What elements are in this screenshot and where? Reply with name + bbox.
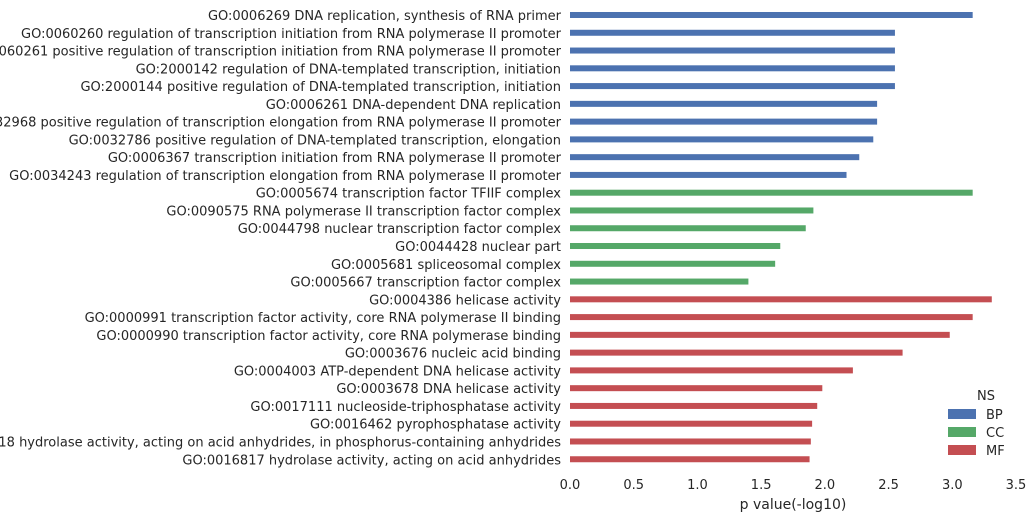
category-label: GO:0005681 spliceosomal complex: [331, 258, 561, 273]
x-tick-label: 2.0: [815, 478, 836, 493]
bar-mf: [570, 331, 950, 338]
category-label: GO:0005667 transcription factor complex: [290, 276, 561, 291]
bar-mf: [570, 420, 813, 427]
x-tick-label: 3.5: [1006, 478, 1027, 493]
bar-mf: [570, 367, 853, 374]
x-tick-label: 1.5: [751, 478, 772, 493]
x-axis-ticks: 0.0 0.5 1.0 1.5 2.0 2.5 3.0 3.5: [560, 478, 1027, 493]
bar-bp: [570, 118, 878, 125]
bar-mf: [570, 385, 823, 392]
category-label: GO:0060260 regulation of transcription i…: [21, 27, 562, 42]
category-label: GO:0032968 positive regulation of transc…: [0, 116, 562, 131]
category-label: GO:0016817 hydrolase activity, acting on…: [182, 453, 561, 468]
category-label: GO:0032786 positive regulation of DNA-te…: [69, 133, 561, 148]
bar-bp: [570, 83, 895, 90]
x-axis-title: p value(-log10): [740, 497, 847, 513]
bar-cc: [570, 225, 806, 232]
legend-swatch-mf: [948, 445, 976, 455]
category-label: GO:2000144 positive regulation of DNA-te…: [80, 80, 561, 95]
bar-cc: [570, 260, 776, 267]
category-label: GO:0004003 ATP-dependent DNA helicase ac…: [234, 364, 561, 379]
category-label: GO:0005674 transcription factor TFIIF co…: [256, 187, 562, 202]
legend: NS BP CC MF: [948, 389, 1005, 459]
category-label: GO:0000991 transcription factor activity…: [85, 311, 561, 326]
category-label: GO:2000142 regulation of DNA-templated t…: [136, 62, 561, 77]
category-label: GO:0000990 transcription factor activity…: [96, 329, 561, 344]
legend-label-cc: CC: [986, 426, 1004, 441]
bar-mf: [570, 456, 810, 463]
legend-title: NS: [977, 389, 995, 404]
bar-mf: [570, 438, 811, 445]
category-label: GO:0006269 DNA replication, synthesis of…: [208, 9, 562, 24]
category-label: GO:0044798 nuclear transcription factor …: [238, 222, 562, 237]
category-label: GO:0004386 helicase activity: [369, 293, 561, 308]
bar-bp: [570, 65, 895, 72]
category-label: GO:0044428 nuclear part: [395, 240, 561, 255]
bar-mf: [570, 349, 903, 356]
bar-cc: [570, 189, 973, 196]
category-label: GO:0003676 nucleic acid binding: [345, 347, 561, 362]
bar-cc: [570, 207, 814, 214]
category-label: GO:0006367 transcription initiation from…: [108, 151, 562, 166]
bar-mf: [570, 314, 973, 321]
x-tick-label: 0.5: [623, 478, 644, 493]
category-label: GO:0090575 RNA polymerase II transcripti…: [166, 204, 561, 219]
x-tick-label: 2.5: [878, 478, 899, 493]
bar-bp: [570, 100, 878, 107]
category-label: GO:0017111 nucleoside-triphosphatase act…: [250, 400, 561, 415]
legend-label-bp: BP: [986, 408, 1003, 423]
bar-cc: [570, 243, 781, 250]
x-tick-label: 3.0: [942, 478, 963, 493]
category-label: GO:0003678 DNA helicase activity: [336, 382, 561, 397]
bar-bp: [570, 154, 860, 161]
category-label: GO:0016818 hydrolase activity, acting on…: [0, 435, 561, 450]
category-label: GO:0016462 pyrophosphatase activity: [310, 418, 561, 433]
bar-mf: [570, 296, 992, 303]
category-labels: GO:0006269 DNA replication, synthesis of…: [0, 9, 562, 468]
legend-label-mf: MF: [986, 444, 1005, 459]
legend-swatch-bp: [948, 409, 976, 419]
bar-bp: [570, 136, 874, 143]
bar-bp: [570, 29, 895, 36]
bar-cc: [570, 278, 749, 285]
x-tick-label: 0.0: [560, 478, 581, 493]
bar-bp: [570, 12, 973, 18]
category-label: GO:0060261 positive regulation of transc…: [0, 45, 562, 60]
bars-group: [570, 12, 992, 463]
bar-mf: [570, 402, 818, 409]
category-label: GO:0006261 DNA-dependent DNA replication: [266, 98, 561, 113]
legend-swatch-cc: [948, 427, 976, 437]
category-label: GO:0034243 regulation of transcription e…: [9, 169, 562, 184]
x-tick-label: 1.0: [687, 478, 708, 493]
bar-bp: [570, 47, 895, 54]
bar-bp: [570, 171, 847, 178]
